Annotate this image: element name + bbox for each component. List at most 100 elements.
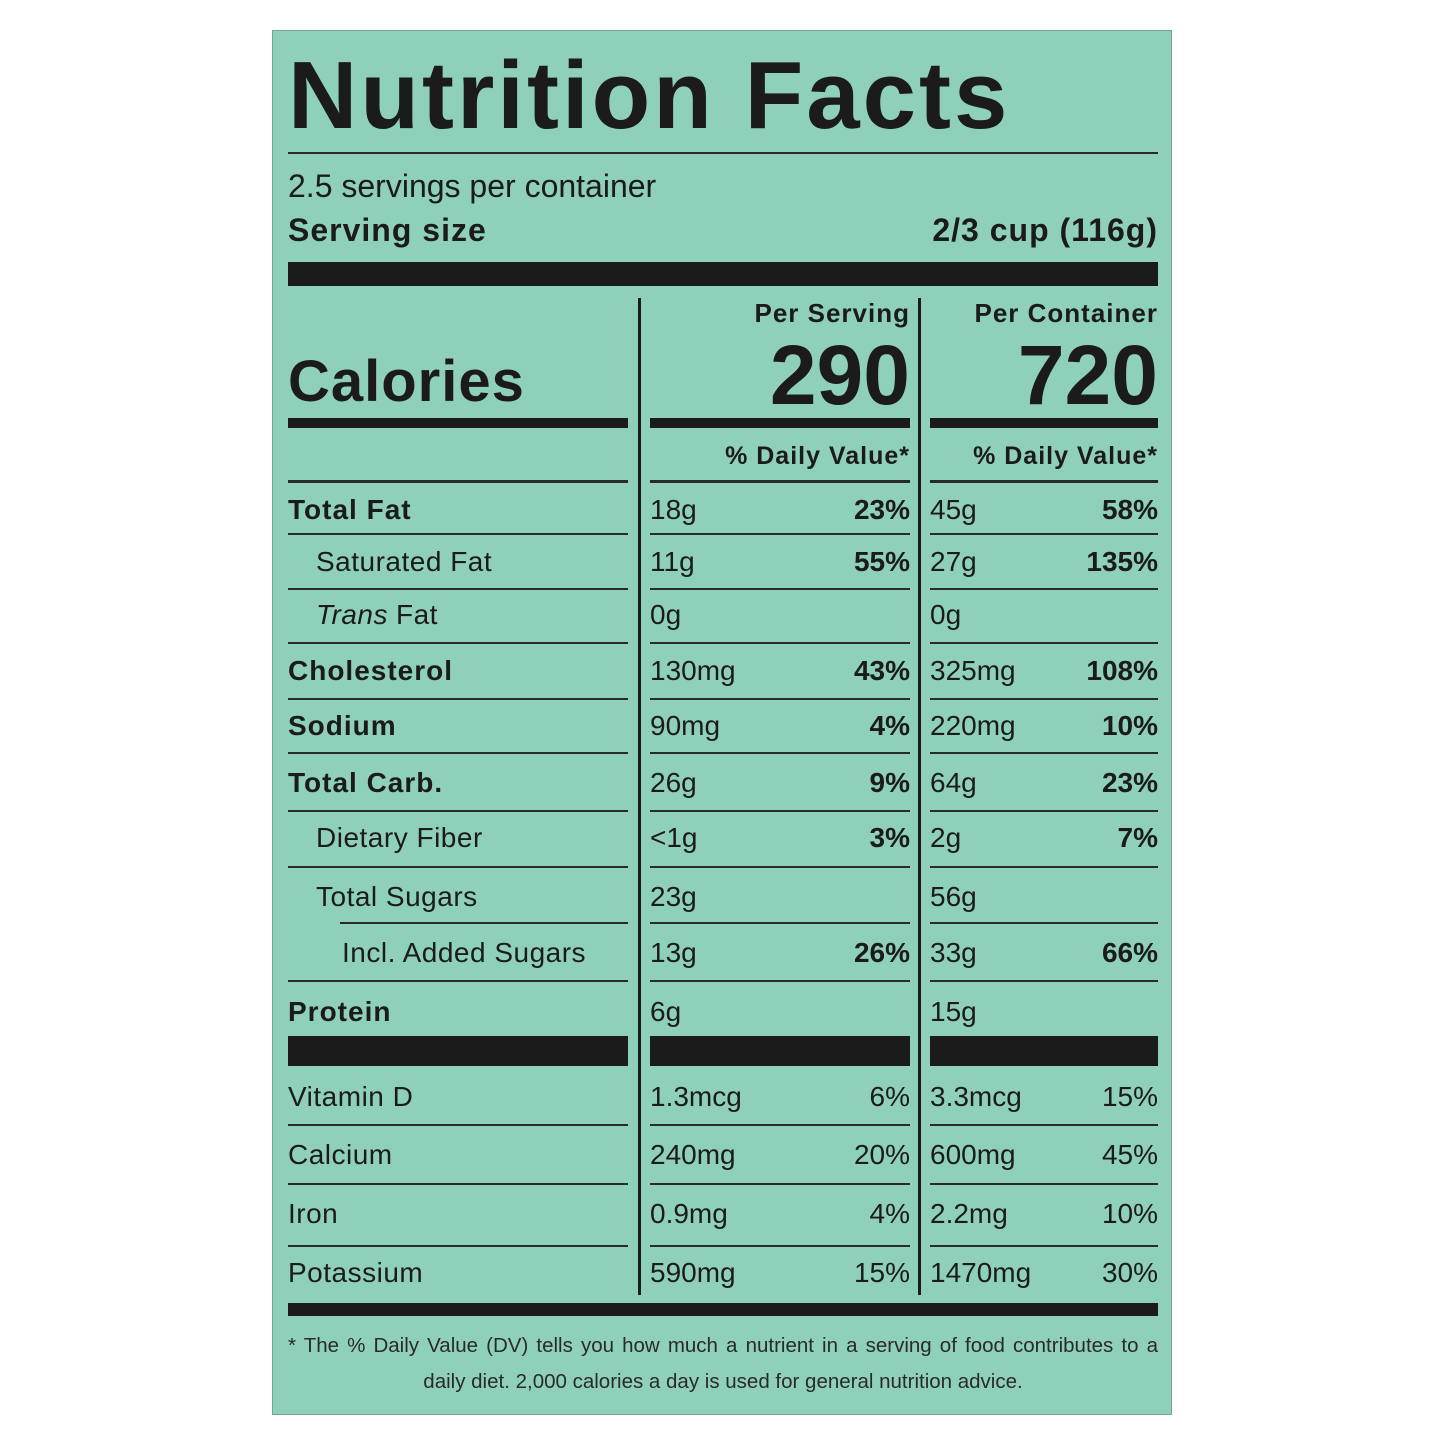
rule: [930, 1245, 1158, 1247]
footnote: * The % Daily Value (DV) tells you how m…: [288, 1334, 1158, 1393]
rule: [650, 922, 910, 924]
rule: [288, 642, 628, 644]
nutrient-name: Protein: [288, 996, 392, 1027]
rule: [930, 698, 1158, 700]
nutrient-name: Trans Fat: [316, 595, 438, 635]
rule: [288, 533, 628, 535]
amount: 6g: [650, 996, 682, 1027]
nutrient-name: Iron: [288, 1198, 339, 1229]
amount: 90mg: [650, 710, 721, 741]
nutrient-name: Total Carb.: [288, 767, 444, 798]
column-divider: [638, 298, 641, 1295]
calories-bar: [650, 418, 910, 428]
rule: [930, 922, 1158, 924]
daily-value: 23%: [1101, 767, 1158, 798]
nutrient-name: Saturated Fat: [316, 546, 493, 577]
nutrient-name: Calcium: [288, 1139, 393, 1170]
rule: [650, 866, 910, 868]
amount: 0g: [930, 599, 962, 630]
nutrient-name-italic: Trans: [316, 599, 388, 630]
rule: [650, 1183, 910, 1185]
amount: 2g: [930, 822, 962, 853]
section-bar: [288, 1036, 628, 1066]
daily-value: 55%: [853, 546, 910, 577]
daily-value: 4%: [869, 710, 910, 741]
amount: 130mg: [650, 655, 736, 686]
thick-bar: [288, 262, 1158, 286]
amount: 33g: [930, 937, 977, 968]
rule: [930, 752, 1158, 754]
daily-value: 20%: [853, 1139, 910, 1170]
daily-value-header: % Daily Value*: [725, 442, 910, 470]
amount: 0.9mg: [650, 1198, 728, 1229]
rule: [930, 1183, 1158, 1185]
thick-bar: [288, 1303, 1158, 1316]
amount: 64g: [930, 767, 977, 798]
rule: [930, 642, 1158, 644]
amount: 56g: [930, 881, 977, 912]
serving-size-label: Serving size: [288, 212, 487, 248]
rule: [650, 533, 910, 535]
section-bar: [650, 1036, 910, 1066]
rule: [650, 698, 910, 700]
rule: [930, 866, 1158, 868]
daily-value: 43%: [853, 655, 910, 686]
rule: [288, 588, 628, 590]
nutrient-name: Sodium: [288, 710, 397, 741]
rule: [288, 1183, 628, 1185]
rule: [930, 1124, 1158, 1126]
rule: [650, 810, 910, 812]
column-divider: [918, 298, 921, 1295]
nutrient-name: Cholesterol: [288, 655, 454, 686]
daily-value: 10%: [1101, 710, 1158, 741]
daily-value: 6%: [869, 1081, 910, 1112]
daily-value: 15%: [853, 1257, 910, 1288]
rule: [650, 642, 910, 644]
calories-value: 720: [1017, 328, 1158, 422]
amount: 23g: [650, 881, 697, 912]
rule: [650, 480, 910, 483]
rule: [650, 980, 910, 982]
nutrient-name-text: Fat: [396, 599, 438, 630]
rule: [288, 698, 628, 700]
nutrient-name: Dietary Fiber: [316, 822, 483, 853]
amount: 220mg: [930, 710, 1016, 741]
daily-value: 15%: [1101, 1081, 1158, 1112]
daily-value: 58%: [1101, 494, 1158, 525]
daily-value: 30%: [1101, 1257, 1158, 1288]
rule: [288, 1245, 628, 1247]
calories-label: Calories: [288, 349, 525, 414]
amount: 240mg: [650, 1139, 736, 1170]
rule: [650, 1245, 910, 1247]
calories-value: 290: [769, 328, 910, 422]
nutrient-name: Vitamin D: [288, 1081, 414, 1112]
column-header: Per Serving: [754, 298, 910, 328]
daily-value: 26%: [853, 937, 910, 968]
amount: 45g: [930, 494, 977, 525]
serving-size-value: 2/3 cup (116g): [932, 212, 1158, 248]
rule: [930, 980, 1158, 982]
amount: <1g: [650, 822, 698, 853]
amount: 1470mg: [930, 1257, 1032, 1288]
rule: [288, 866, 628, 868]
daily-value: 7%: [1117, 822, 1158, 853]
section-bar: [930, 1036, 1158, 1066]
nutrient-name: Total Fat: [288, 494, 412, 525]
nutrient-name: Potassium: [288, 1257, 424, 1288]
amount: 590mg: [650, 1257, 736, 1288]
calories-bar: [930, 418, 1158, 428]
rule: [930, 810, 1158, 812]
rule: [930, 533, 1158, 535]
amount: 600mg: [930, 1139, 1016, 1170]
rule: [650, 588, 910, 590]
rule: [288, 480, 628, 483]
daily-value: 23%: [853, 494, 910, 525]
amount: 0g: [650, 599, 682, 630]
amount: 325mg: [930, 655, 1016, 686]
amount: 3.3mcg: [930, 1081, 1022, 1112]
amount: 11g: [650, 546, 695, 577]
amount: 1.3mcg: [650, 1081, 742, 1112]
daily-value-header: % Daily Value*: [973, 442, 1158, 470]
